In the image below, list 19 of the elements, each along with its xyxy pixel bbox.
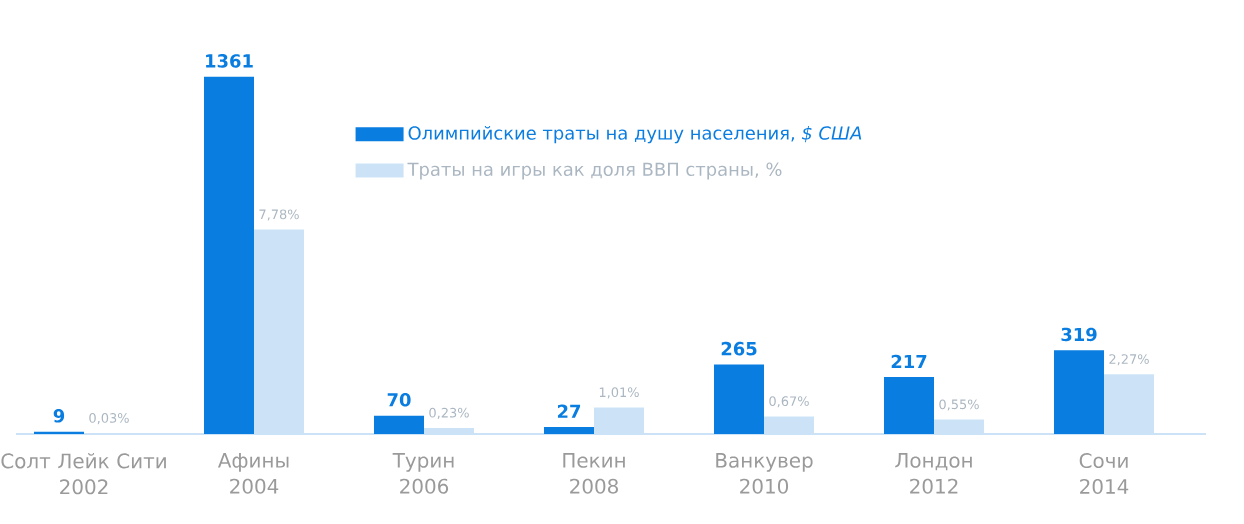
data-label: 265 (721, 341, 757, 356)
x-tick-label: Сочи 2014 (1079, 453, 1129, 495)
data-label: 217 (891, 354, 927, 368)
data-label: 9 (53, 409, 65, 423)
x-tick-label: Ванкувер 2010 (716, 453, 813, 494)
bar (714, 364, 764, 434)
x-tick-label: Солт Лейк Сити 2002 (1, 453, 166, 495)
x-tick-label: Пекин 2008 (563, 453, 625, 494)
x-tick-label: Турин 2006 (392, 453, 454, 494)
x-tick-label: Лондон 2012 (895, 453, 972, 494)
bar (374, 415, 424, 434)
data-label: 319 (1061, 327, 1097, 342)
data-label: 70 (387, 393, 411, 407)
legend-label: Олимпийские траты на душу населения, $ США (408, 125, 862, 144)
bar (884, 377, 934, 434)
x-tick-label: Афины 2004 (217, 453, 289, 494)
data-label: 27 (557, 404, 581, 418)
data-label: 1361 (206, 54, 253, 68)
legend-label: Траты на игры как доля ВВП страны, % (407, 162, 782, 180)
